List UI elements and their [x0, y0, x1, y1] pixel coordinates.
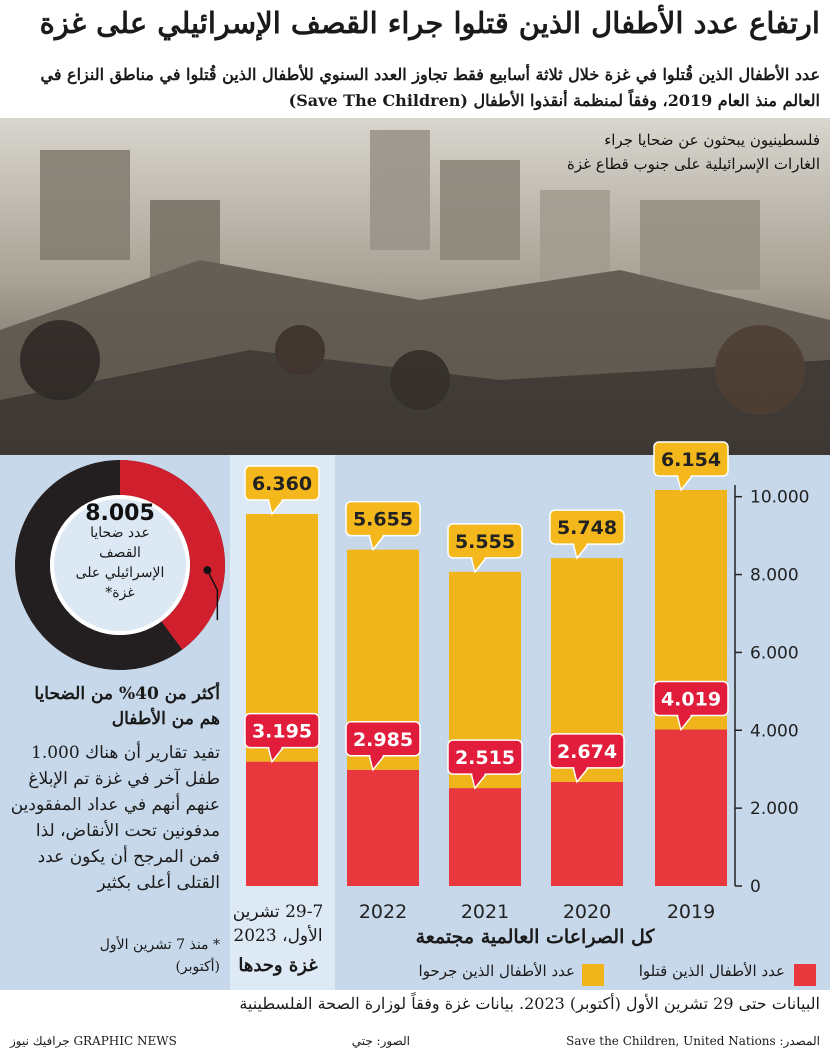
callout-pointer: [269, 498, 283, 513]
donut-slice: [119, 460, 225, 650]
y-tick-label: 2.000: [750, 799, 799, 819]
callout-pointer: [678, 473, 692, 488]
title: ارتفاع عدد الأطفال الذين قتلوا جراء القص…: [39, 6, 820, 40]
subtitle: عدد الأطفال الذين قُتلوا في غزة خلال ثلا…: [40, 65, 820, 110]
callout-pointer: [574, 542, 588, 557]
source: المصدر: Save the Children, United Nation…: [566, 1034, 820, 1048]
value-label: 5.748: [557, 517, 617, 539]
photo-credit: الصور: جتي: [351, 1034, 410, 1048]
value-label: 2.985: [353, 729, 413, 751]
x-tick-label: 29-7 تشرين الأول، 2023: [232, 902, 324, 946]
donut-center: [50, 495, 190, 635]
bar-segment: [449, 788, 521, 886]
value-label: 2.515: [455, 747, 515, 769]
callout-box: [244, 465, 320, 501]
callout-box: [345, 721, 421, 757]
callout-box: [653, 680, 729, 717]
bar-segment: [347, 769, 419, 886]
callout-pointer: [370, 533, 384, 548]
callout-pointer: [678, 713, 692, 728]
value-label: 6.360: [252, 473, 312, 495]
callout-box: [345, 500, 421, 537]
x-tick-label: 2022: [359, 901, 407, 923]
callout-pointer: [472, 772, 486, 787]
y-tick-label: 6.000: [750, 643, 799, 663]
brand: GRAPHIC NEWS جرافيك نيوز: [10, 1034, 177, 1048]
legend-label: عدد الأطفال الذين قتلوا: [638, 962, 785, 980]
y-tick-label: 8.000: [750, 566, 799, 586]
y-tick-label: 4.000: [750, 721, 799, 741]
callout-pointer: [370, 753, 384, 768]
y-tick-label: 10.000: [750, 488, 809, 508]
callout-box: [549, 509, 625, 545]
bar-segment: [246, 761, 318, 886]
value-label: 3.195: [252, 721, 312, 743]
side-body: تفيد تقارير أن هناك 1.000 طفل آخر في غزة…: [10, 743, 220, 893]
bar-segment: [655, 729, 727, 886]
callout-box: [447, 739, 523, 775]
callout-pointer: [269, 745, 283, 760]
value-label: 6.154: [661, 449, 721, 471]
footnote: * منذ 7 تشرين الأول (أكتوبر): [99, 937, 220, 975]
x-tick-label: 2020: [563, 901, 611, 923]
donut-total: 8.005: [85, 501, 155, 526]
donut-caption: عدد ضحايا القصف الإسرائيلي على غزة*: [75, 525, 165, 601]
legend-swatch: [794, 964, 816, 986]
callout-box: [653, 441, 729, 477]
callout-box: [244, 712, 320, 749]
y-tick-label: 0: [750, 877, 761, 897]
legend-swatch: [582, 964, 604, 986]
photo-caption: فلسطينيون يبحثون عن ضحايا جراء الغارات ا…: [567, 131, 820, 173]
callout-pointer: [472, 555, 486, 570]
callout-box: [447, 523, 523, 559]
x-tick-label: 2021: [461, 901, 509, 923]
donut: 8.005: [15, 460, 225, 670]
pointer-line: [206, 569, 219, 621]
legend-label: عدد الأطفال الذين جرحوا: [418, 962, 575, 980]
x-tick-label: 2019: [667, 901, 715, 923]
value-label: 4.019: [661, 689, 721, 711]
gaza-label: غزة وحدها: [238, 955, 318, 976]
value-label: 2.674: [557, 741, 617, 763]
footer-note: البيانات حتى 29 تشرين الأول (أكتوبر) 202…: [239, 994, 820, 1013]
callout-pointer: [574, 765, 588, 780]
bar-segment: [551, 781, 623, 886]
callout-box: [549, 733, 625, 769]
value-label: 5.655: [353, 509, 413, 531]
value-label: 5.555: [455, 531, 515, 553]
photo-scene: [0, 130, 830, 478]
global-label: كل الصراعات العالمية مجتمعة: [415, 926, 655, 948]
side-highlight: أكثر من 40% من الضحايا هم من الأطفال: [34, 684, 220, 729]
